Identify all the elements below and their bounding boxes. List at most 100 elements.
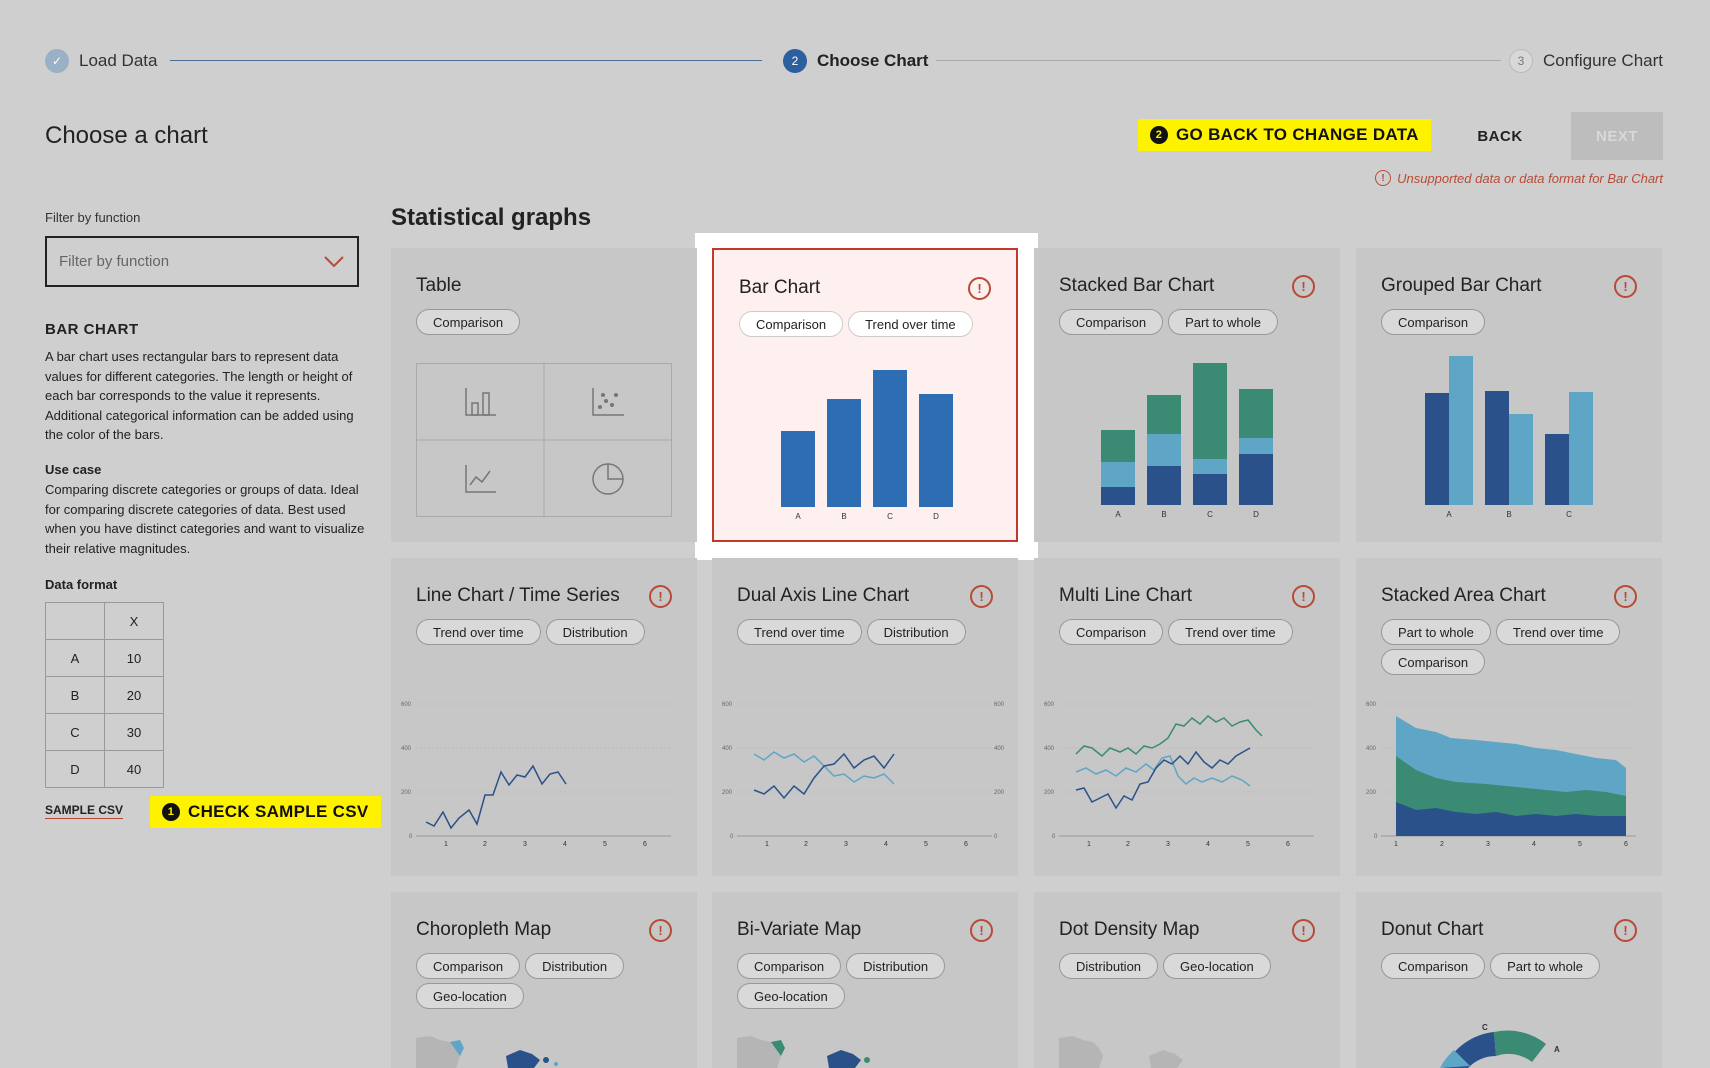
chart-card-grouped-bar[interactable]: Grouped Bar Chart ! Comparison A B C (1356, 248, 1662, 542)
tag: Part to whole (1490, 953, 1600, 979)
warning-icon: ! (649, 919, 672, 942)
tip-text: CHECK SAMPLE CSV (188, 802, 369, 821)
chart-card-multi-line[interactable]: Multi Line Chart ! Comparison Trend over … (1034, 558, 1340, 876)
card-title: Stacked Bar Chart (1059, 275, 1215, 296)
warning-text: Unsupported data or data format for Bar … (1397, 170, 1663, 186)
card-title: Bar Chart (739, 277, 821, 298)
card-title: Choropleth Map (416, 919, 552, 940)
table-cell: A (45, 639, 105, 677)
card-tags: Comparison Distribution Geo-location (416, 953, 676, 1009)
warning-icon: ! (1614, 919, 1637, 942)
tick-label: 5 (1578, 841, 1582, 848)
tick-label: 1 (1087, 841, 1091, 848)
choropleth-map-thumbnail (416, 1036, 558, 1068)
warning-icon: ! (1292, 585, 1315, 608)
card-tags: Comparison Distribution Geo-location (737, 953, 997, 1009)
tick-label: 2 (1126, 841, 1130, 848)
tick-label: 2 (1440, 841, 1444, 848)
tick-label: C (1566, 510, 1572, 518)
table-cell: 40 (104, 750, 164, 788)
chart-card-stacked-bar[interactable]: Stacked Bar Chart ! Comparison Part to wh… (1034, 248, 1340, 542)
card-tags: Trend over time Distribution (737, 619, 997, 645)
dual-axis-line-thumbnail: 600 400 200 0 600 400 200 0 1 2 3 4 5 6 (722, 702, 1005, 848)
line-chart-thumbnail: 600 400 200 0 1 2 3 4 5 6 (401, 702, 671, 848)
tick-label: 6 (643, 841, 647, 848)
tick-label: B (841, 512, 846, 520)
tick-label: C (887, 512, 893, 520)
step-load-data[interactable]: ✓ Load Data (45, 48, 166, 74)
chart-card-dual-axis-line[interactable]: Dual Axis Line Chart ! Trend over time Di… (712, 558, 1018, 876)
data-format-title: Data format (45, 577, 118, 592)
tick-label: 200 (401, 790, 412, 796)
tick-label: 0 (1052, 834, 1056, 840)
chart-card-line[interactable]: Line Chart / Time Series ! Trend over ti… (391, 558, 697, 876)
tip-check-csv: 1 CHECK SAMPLE CSV (150, 796, 381, 828)
tick-label: 400 (1366, 746, 1377, 752)
tick-label: 5 (1246, 841, 1250, 848)
donut-chart-thumbnail: C A (1440, 1023, 1560, 1068)
chart-card-stacked-area[interactable]: Stacked Area Chart ! Part to whole Trend … (1356, 558, 1662, 876)
warning-icon: ! (1292, 275, 1315, 298)
chart-card-donut[interactable]: Donut Chart ! Comparison Part to whole C … (1356, 892, 1662, 1068)
tag: Distribution (525, 953, 625, 979)
chart-card-bar[interactable]: Bar Chart ! Comparison Trend over time A … (712, 248, 1018, 542)
tag: Geo-location (1163, 953, 1271, 979)
table-cell: 30 (104, 713, 164, 751)
sidebar-description: A bar chart uses rectangular bars to rep… (45, 349, 354, 442)
tick-label: 4 (884, 841, 888, 848)
card-tags: Distribution Geo-location (1059, 953, 1319, 979)
tick-label: 600 (722, 702, 733, 708)
tick-label: 0 (1374, 834, 1378, 840)
warning-icon: ! (1375, 170, 1392, 186)
card-tags: Comparison Part to whole (1381, 953, 1641, 979)
tag: Distribution (545, 619, 645, 645)
bar-chart-icon (465, 388, 496, 416)
donut-label: A (1554, 1045, 1560, 1054)
filter-dropdown[interactable]: Filter by function (45, 236, 359, 287)
tick-label: A (795, 512, 801, 520)
tag: Comparison (1381, 309, 1486, 335)
warning-icon: ! (970, 919, 993, 942)
tag: Part to whole (1381, 619, 1491, 645)
table-cell: B (45, 676, 105, 714)
chart-card-choropleth[interactable]: Choropleth Map ! Comparison Distribution G… (391, 892, 697, 1068)
tag: Trend over time (737, 619, 862, 645)
table-cell: 20 (104, 676, 164, 714)
table-row: B 20 (45, 676, 164, 714)
tick-label: 400 (722, 746, 733, 752)
tick-label: 5 (924, 841, 928, 848)
card-title: Donut Chart (1381, 919, 1484, 940)
tick-label: 3 (1166, 841, 1170, 848)
tick-label: 3 (523, 841, 527, 848)
tag: Comparison (737, 953, 842, 979)
step-configure-chart: 3 Configure Chart (1500, 48, 1663, 74)
table-header-row: X (45, 602, 164, 640)
chart-card-bivariate-map[interactable]: Bi-Variate Map ! Comparison Distribution G… (712, 892, 1018, 1068)
tick-label: 0 (730, 834, 734, 840)
tick-label: 5 (603, 841, 607, 848)
warning-icon: ! (649, 585, 672, 608)
table-cell (45, 602, 105, 640)
pie-chart-icon (592, 463, 624, 495)
tick-label: 400 (994, 746, 1005, 752)
step-number: 3 (1508, 49, 1533, 73)
tick-label: 4 (1532, 841, 1536, 848)
donut-label: C (1482, 1023, 1488, 1032)
next-button: NEXT (1571, 112, 1663, 160)
table-row: D 40 (45, 750, 164, 788)
chart-card-table[interactable]: Table Comparison (391, 248, 697, 542)
tag: Comparison (416, 953, 521, 979)
tag: Distribution (866, 619, 966, 645)
tag: Comparison (1381, 953, 1486, 979)
step-label: Load Data (79, 51, 158, 70)
warning-icon: ! (1614, 585, 1637, 608)
stepper-line-done (170, 60, 762, 61)
chart-card-dot-density-map[interactable]: Dot Density Map ! Distribution Geo-locati… (1034, 892, 1340, 1068)
card-title: Dual Axis Line Chart (737, 585, 910, 606)
step-label: Choose Chart (817, 51, 929, 70)
back-button[interactable]: BACK (1468, 118, 1532, 154)
page-title: Choose a chart (45, 122, 208, 149)
sample-csv-link[interactable]: SAMPLE CSV (45, 803, 124, 817)
tick-label: 3 (1486, 841, 1490, 848)
tick-label: C (1207, 510, 1213, 518)
